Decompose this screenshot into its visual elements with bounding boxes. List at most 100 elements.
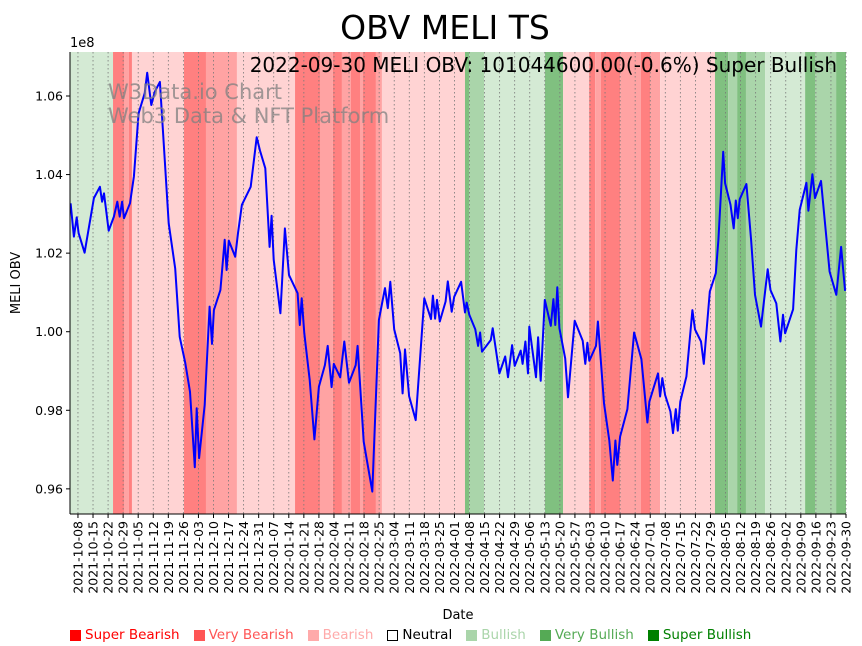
x-tick-label: 2022-01-21 <box>296 521 311 594</box>
x-tick-label: 2022-04-08 <box>462 521 477 594</box>
x-tick-label: 2021-10-22 <box>101 521 116 594</box>
sentiment-band-bearish <box>563 52 590 514</box>
sentiment-band-bearish <box>236 52 296 514</box>
x-tick-label: 2021-12-03 <box>191 521 206 594</box>
x-tick-label: 2022-06-10 <box>598 521 613 594</box>
x-tick-label: 2022-05-27 <box>567 521 582 594</box>
legend: Super Bearish Very Bearish Bearish Neutral B… <box>70 627 751 643</box>
x-tick-label: 2022-07-29 <box>703 521 718 594</box>
sentiment-band-super-bullish <box>464 52 470 514</box>
sentiment-band-very-bullish <box>815 52 837 514</box>
x-tick-label: 2021-12-10 <box>206 521 221 594</box>
sentiment-band-bearish <box>381 52 465 514</box>
x-tick-label: 2021-12-17 <box>221 521 236 594</box>
x-tick-label: 2022-02-04 <box>326 521 341 594</box>
sentiment-band-super-bearish <box>363 52 376 514</box>
x-axis-label: Date <box>442 608 473 623</box>
y-tick-label: 1.06 <box>35 89 63 104</box>
x-tick-label: 2022-09-02 <box>778 521 793 594</box>
sentiment-band-super-bullish <box>545 52 564 514</box>
sentiment-band-very-bullish <box>745 52 766 514</box>
sentiment-band-very-bearish <box>650 52 661 514</box>
x-tick-label: 2021-11-19 <box>161 521 176 594</box>
x-tick-label: 2022-08-19 <box>748 521 763 594</box>
x-tick-label: 2022-04-15 <box>477 521 492 594</box>
x-tick-label: 2021-10-08 <box>70 521 85 594</box>
x-tick-label: 2022-04-01 <box>447 521 462 594</box>
x-tick-label: 2021-10-29 <box>116 521 131 594</box>
sentiment-band-very-bullish <box>469 52 485 514</box>
legend-label: Super Bullish <box>662 627 752 643</box>
sentiment-band-bullish <box>765 52 806 514</box>
x-tick-label: 2022-07-22 <box>688 521 703 594</box>
legend-item-super-bearish: Super Bearish <box>70 627 180 643</box>
legend-label: Bearish <box>322 627 374 643</box>
legend-label: Bullish <box>481 627 526 643</box>
legend-swatch <box>466 629 478 641</box>
sentiment-band-super-bearish <box>113 52 124 514</box>
sentiment-band-bearish <box>660 52 715 514</box>
legend-item-super-bullish: Super Bullish <box>647 627 752 643</box>
sentiment-band-very-bearish <box>595 52 601 514</box>
legend-swatch <box>539 629 551 641</box>
legend-label: Super Bearish <box>85 627 180 643</box>
sentiment-band-very-bullish <box>728 52 738 514</box>
y-tick-label: 0.96 <box>35 481 63 496</box>
sentiment-band-very-bearish <box>360 52 364 514</box>
legend-swatch <box>387 629 399 641</box>
y-tick-label: 1.04 <box>35 167 63 182</box>
legend-swatch <box>647 629 659 641</box>
x-tick-label: 2022-05-13 <box>537 521 552 594</box>
sentiment-band-super-bearish <box>128 52 132 514</box>
legend-swatch <box>307 629 319 641</box>
sentiment-band-super-bullish <box>714 52 729 514</box>
sentiment-band-super-bearish <box>589 52 596 514</box>
x-tick-label: 2022-01-07 <box>266 521 281 594</box>
sentiment-band-very-bearish <box>375 52 382 514</box>
sentiment-band-super-bearish <box>350 52 361 514</box>
sentiment-bands <box>70 52 846 514</box>
legend-item-neutral: Neutral <box>387 627 452 643</box>
watermark-line-2: Web3 Data & NFT Platform <box>108 104 389 128</box>
sentiment-band-super-bullish <box>836 52 846 514</box>
x-tick-label: 2021-10-15 <box>86 521 101 594</box>
x-tick-label: 2022-08-26 <box>763 521 778 594</box>
y-scale-label: 1e8 <box>70 36 95 51</box>
x-tick-label: 2022-05-06 <box>522 521 537 594</box>
sentiment-band-super-bearish <box>332 52 342 514</box>
sentiment-band-super-bearish <box>295 52 320 514</box>
x-tick-label: 2022-02-11 <box>342 521 357 594</box>
legend-label: Very Bearish <box>208 627 294 643</box>
sentiment-band-very-bearish <box>620 52 641 514</box>
legend-item-bullish: Bullish <box>466 627 526 643</box>
y-tick-label: 1.00 <box>35 324 63 339</box>
legend-swatch <box>70 629 81 641</box>
y-axis-label: MELI OBV <box>9 252 24 314</box>
x-tick-label: 2022-09-23 <box>823 521 838 594</box>
x-tick-label: 2022-06-17 <box>613 521 628 594</box>
x-tick-label: 2022-04-22 <box>492 521 507 594</box>
x-tick-label: 2022-03-18 <box>417 521 432 594</box>
legend-item-bearish: Bearish <box>307 627 374 643</box>
x-tick-label: 2022-03-25 <box>432 521 447 594</box>
x-tick-label: 2022-07-15 <box>673 521 688 594</box>
axes-frame <box>69 52 846 515</box>
legend-swatch <box>193 629 205 641</box>
x-tick-label: 2022-06-24 <box>628 521 643 594</box>
x-tick-label: 2022-07-01 <box>643 521 658 594</box>
x-tick-label: 2021-11-26 <box>176 521 191 594</box>
sentiment-band-super-bullish <box>805 52 816 514</box>
x-tick-label: 2022-06-03 <box>582 521 597 594</box>
obv-series-line <box>69 71 847 493</box>
x-tick-label: 2022-05-20 <box>552 521 567 594</box>
y-axis-ticks: 0.96 0.98 1.00 1.02 1.04 1.06 <box>35 89 70 496</box>
watermark-line-1: W3Data.io Chart <box>108 80 282 104</box>
x-tick-label: 2022-02-25 <box>372 521 387 594</box>
x-tick-label: 2022-09-30 <box>839 521 854 594</box>
x-tick-label: 2022-01-28 <box>311 521 326 594</box>
legend-label: Neutral <box>402 627 453 643</box>
x-tick-label: 2022-01-14 <box>281 521 296 594</box>
x-tick-label: 2022-08-12 <box>733 521 748 594</box>
legend-item-very-bullish: Very Bullish <box>539 627 634 643</box>
x-tick-label: 2021-12-24 <box>236 521 251 594</box>
